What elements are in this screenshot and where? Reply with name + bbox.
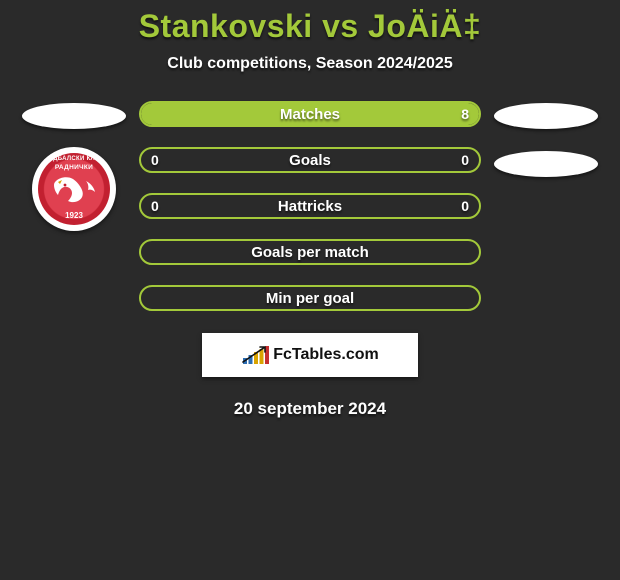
left-player-col: ФУДБАЛСКИ КЛУБ РАДНИЧКИ 1923 (19, 101, 129, 231)
stat-row: Matches 8 (139, 101, 481, 127)
date-label: 20 september 2024 (0, 399, 620, 419)
stat-row: Goals per match (139, 239, 481, 265)
stat-right-value: 0 (461, 198, 469, 214)
stat-label: Goals (289, 152, 331, 169)
left-player-oval (22, 103, 126, 129)
right-player-oval-2 (494, 151, 598, 177)
fctables-text: FcTables.com (273, 346, 379, 364)
stat-label: Min per goal (266, 290, 354, 307)
club-year: 1923 (38, 211, 110, 220)
fctables-bars-icon (241, 345, 269, 365)
stat-row: 0 Goals 0 (139, 147, 481, 173)
stat-right-value: 0 (461, 152, 469, 168)
club-top-text: ФУДБАЛСКИ КЛУБ (38, 156, 110, 162)
club-logo-inner: ФУДБАЛСКИ КЛУБ РАДНИЧКИ 1923 (38, 153, 110, 225)
stat-label: Hattricks (278, 198, 342, 215)
stats-col: Matches 8 0 Goals 0 0 Hattricks 0 Goals per matc… (139, 101, 481, 311)
stat-left-value: 0 (151, 152, 159, 168)
subtitle: Club competitions, Season 2024/2025 (0, 55, 620, 73)
right-player-oval-1 (494, 103, 598, 129)
comparison-card: Stankovski vs JoÄiÄ‡ Club competitions, … (0, 0, 620, 419)
fctables-badge: FcTables.com (202, 333, 418, 377)
page-title: Stankovski vs JoÄiÄ‡ (0, 8, 620, 45)
right-player-col (491, 101, 601, 177)
stat-right-value: 8 (461, 106, 469, 122)
left-player-club-logo: ФУДБАЛСКИ КЛУБ РАДНИЧКИ 1923 (32, 147, 116, 231)
club-name-text: РАДНИЧКИ (38, 164, 110, 171)
main-row: ФУДБАЛСКИ КЛУБ РАДНИЧКИ 1923 Matches 8 0 Go… (0, 101, 620, 311)
eagle-icon (48, 175, 98, 209)
stat-label: Goals per match (251, 244, 369, 261)
stat-label: Matches (280, 106, 340, 123)
stat-row: Min per goal (139, 285, 481, 311)
stat-row: 0 Hattricks 0 (139, 193, 481, 219)
stat-left-value: 0 (151, 198, 159, 214)
